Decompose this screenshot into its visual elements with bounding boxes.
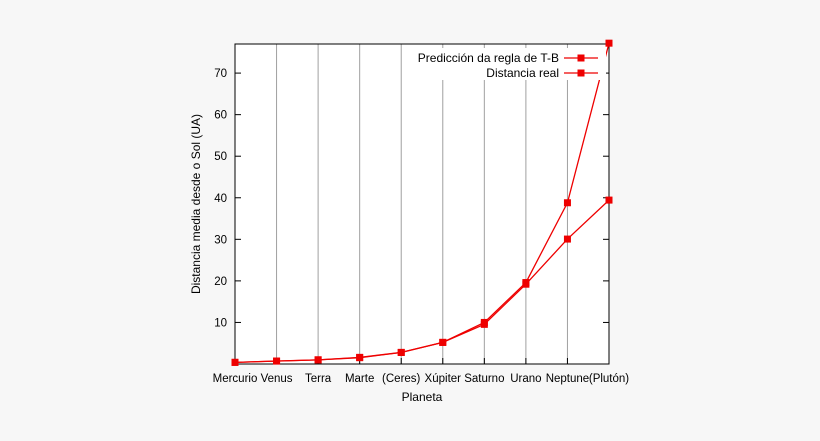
legend-marker — [577, 69, 585, 77]
legend-label: Distancia real — [486, 66, 559, 80]
x-tick-label: Venus — [261, 373, 293, 385]
x-tick-label: Saturno — [464, 373, 504, 385]
grid-lines — [276, 44, 568, 364]
data-point — [314, 356, 322, 364]
y-tick-label: 50 — [214, 151, 227, 163]
y-tick-label: 60 — [214, 110, 227, 122]
series-2 — [231, 196, 613, 366]
x-tick-label: Neptune — [546, 373, 589, 385]
x-tick-label: Xúpiter — [425, 373, 462, 385]
x-tick-label: (Plutón) — [589, 373, 629, 385]
x-tick-label: Marte — [345, 373, 374, 385]
data-point — [563, 235, 571, 243]
data-point — [522, 280, 530, 288]
data-point — [605, 196, 613, 204]
data-point — [356, 354, 364, 362]
y-axis-ticks: 10 20 30 40 50 60 70 — [214, 68, 609, 329]
legend-background — [420, 48, 606, 80]
data-point — [397, 348, 405, 356]
y-tick-label: 40 — [214, 193, 227, 205]
data-point — [563, 199, 571, 207]
plot-area — [235, 44, 609, 364]
legend-marker — [577, 54, 585, 62]
series-line — [234, 199, 610, 364]
legend-label: Predicción da regla de T-B — [418, 51, 559, 65]
x-tick-label: Terra — [305, 373, 332, 385]
x-tick-label: Urano — [510, 373, 541, 385]
y-axis-title: Distancia media desde o Sol (UA) — [189, 114, 203, 294]
y-tick-label: 10 — [214, 317, 227, 329]
data-point — [480, 320, 488, 328]
data-point — [605, 39, 613, 47]
y-tick-label: 30 — [214, 234, 227, 246]
x-axis-ticks: Mercurio Venus Terra Marte (Ceres) Xúpiter Sat… — [213, 358, 629, 385]
y-tick-label: 20 — [214, 276, 227, 288]
y-tick-label: 70 — [214, 68, 227, 80]
x-axis-title: Planeta — [402, 390, 443, 404]
data-point — [439, 338, 447, 346]
x-tick-label: (Ceres) — [382, 373, 421, 385]
series-layer — [231, 39, 613, 366]
plot-frame — [234, 43, 610, 365]
data-point — [231, 358, 239, 366]
data-point — [273, 357, 281, 365]
x-tick-label: Mercurio — [213, 373, 258, 385]
